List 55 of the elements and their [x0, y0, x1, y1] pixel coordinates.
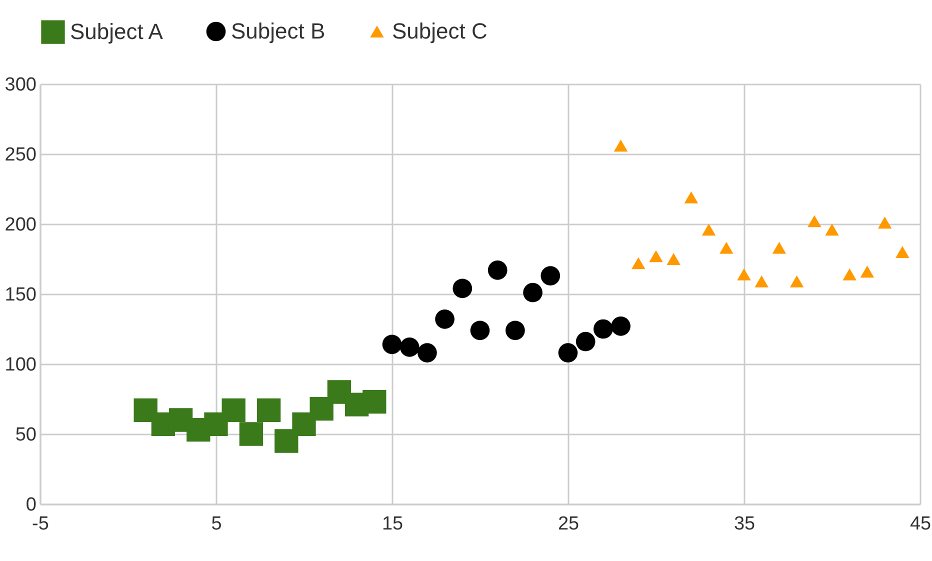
point: [362, 390, 386, 414]
point: [470, 320, 490, 340]
x-tick-label: 5: [211, 514, 222, 534]
point: [310, 396, 334, 421]
point: [720, 242, 734, 254]
x-tick-label: 35: [734, 514, 756, 534]
x-tick-label: 15: [382, 514, 404, 534]
point: [790, 275, 804, 288]
point: [878, 216, 892, 229]
y-tick-label: 150: [4, 284, 36, 306]
point: [292, 412, 316, 436]
point: [632, 257, 646, 270]
point: [808, 215, 822, 228]
point: [666, 253, 680, 265]
x-tick-label: 45: [910, 514, 932, 534]
point: [400, 338, 420, 357]
point: [418, 343, 437, 362]
point: [382, 334, 402, 354]
point: [649, 250, 663, 262]
x-tick-label: 25: [558, 514, 580, 534]
point: [222, 398, 246, 422]
y-tick-label: 100: [4, 354, 36, 376]
point: [754, 275, 768, 288]
x-tick-label: -5: [32, 514, 49, 534]
point: [435, 310, 454, 329]
point: [594, 319, 613, 339]
point: [523, 282, 542, 302]
legend-label: Subject B: [231, 18, 326, 44]
point: [611, 316, 630, 336]
point: [842, 268, 856, 280]
y-tick-label: 200: [4, 214, 36, 236]
point: [825, 224, 839, 236]
legend-label: Subject A: [70, 19, 164, 44]
point: [684, 191, 698, 204]
point: [702, 224, 716, 236]
point: [239, 422, 264, 446]
y-tick-label: 300: [4, 74, 36, 96]
point: [860, 266, 874, 278]
point: [614, 140, 628, 152]
point: [506, 320, 525, 340]
point: [204, 412, 228, 436]
point: [452, 278, 472, 298]
point: [540, 266, 560, 286]
y-tick-label: 250: [4, 144, 36, 166]
y-tick-label: 50: [15, 424, 36, 446]
y-tick-label: 0: [26, 494, 36, 516]
point: [558, 343, 578, 362]
point: [488, 260, 508, 280]
legend-label: Subject C: [392, 18, 488, 44]
point: [737, 268, 751, 280]
point: [772, 242, 786, 254]
point: [576, 332, 596, 352]
point: [256, 398, 281, 422]
point: [896, 246, 910, 258]
point: [274, 429, 298, 453]
